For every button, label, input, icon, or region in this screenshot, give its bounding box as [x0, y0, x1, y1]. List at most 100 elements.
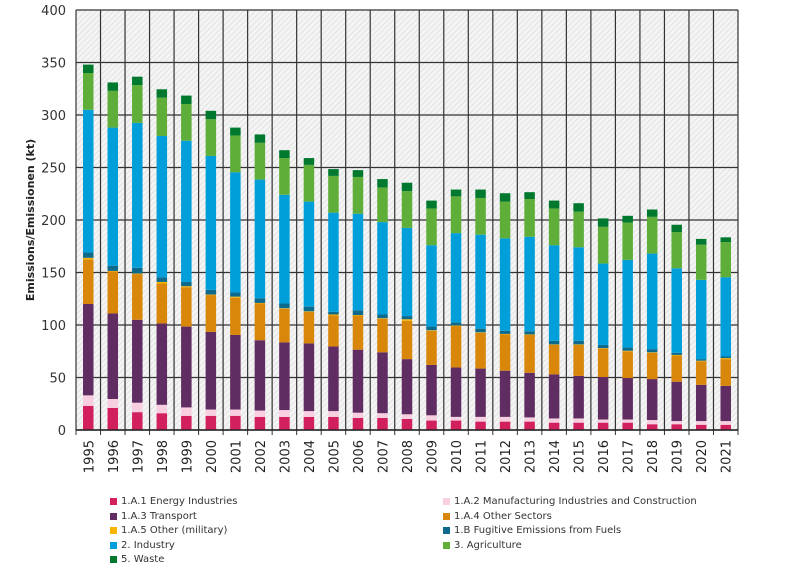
bar-segment-2-industry-1998 — [156, 136, 168, 278]
legend-swatch — [110, 556, 117, 563]
bar-segment-1-a-3-transport-2006 — [352, 349, 364, 413]
bar-segment-1-a-3-transport-2007 — [377, 352, 388, 414]
x-tick-label: 2013 — [524, 440, 539, 473]
bar-segment-2-industry-2013 — [524, 236, 535, 332]
stacked-bar-chart: 0 50 100 150 200 250 300 350 400 1995 1996 1997 1998… — [24, 4, 739, 473]
bar-segment-1-b-fugitive-emissions-from-fuels-2020 — [695, 359, 707, 361]
bar-segment-1-b-fugitive-emissions-from-fuels-2011 — [475, 328, 486, 333]
bar-segment-3-agriculture-2007 — [377, 187, 388, 223]
bar-segment-1-a-3-transport-2001 — [230, 334, 241, 410]
bar-segment-1-a-5-other-military--2015 — [573, 344, 584, 345]
bar-segment-1-a-1-energy-industries-2005 — [328, 416, 339, 430]
bar-segment-3-agriculture-2021 — [720, 242, 731, 278]
bar-segment-2-industry-2005 — [328, 212, 339, 312]
x-tick-label: 2005 — [327, 440, 342, 473]
legend-label: 3. Agriculture — [454, 539, 522, 551]
bar-segment-1-a-2-manufacturing-industries-and-construction-2006 — [352, 412, 364, 418]
legend-label: 5. Waste — [121, 554, 165, 565]
bar-segment-1-a-5-other-military--2009 — [426, 330, 437, 331]
bar-segment-1-a-4-other-sectors-2012 — [499, 334, 511, 371]
bar-segment-1-b-fugitive-emissions-from-fuels-1998 — [156, 277, 168, 282]
bar-segment-5-waste-2003 — [279, 150, 290, 159]
legend-label: 1.A.3 Transport — [121, 510, 197, 522]
bar-segment-5-waste-1997 — [132, 76, 143, 86]
bar-segment-1-a-1-energy-industries-2010 — [450, 420, 462, 430]
x-tick-label: 2000 — [205, 440, 220, 473]
x-tick-label: 2006 — [352, 440, 367, 473]
bar-segment-1-a-5-other-military--2014 — [548, 344, 560, 345]
bar-segment-1-a-2-manufacturing-industries-and-construction-2008 — [401, 414, 413, 419]
bar-segment-3-agriculture-2005 — [328, 175, 339, 213]
bar-segment-5-waste-2002 — [254, 134, 266, 143]
bar-segment-1-a-1-energy-industries-2015 — [573, 422, 584, 430]
x-tick-label: 2002 — [254, 440, 269, 473]
legend-item: 1.A.1 Energy Industries — [110, 496, 237, 507]
bar-segment-1-b-fugitive-emissions-from-fuels-2016 — [597, 344, 609, 349]
bar-segment-1-a-5-other-military--2008 — [401, 319, 413, 321]
bar-segment-1-b-fugitive-emissions-from-fuels-2017 — [622, 347, 633, 351]
bar-segment-1-a-2-manufacturing-industries-and-construction-2003 — [279, 410, 290, 417]
bar-segment-1-a-4-other-sectors-2018 — [646, 352, 658, 380]
bar-segment-2-industry-2021 — [720, 277, 731, 357]
x-tick-label: 2004 — [303, 440, 318, 473]
bar-segment-1-a-5-other-military--2004 — [303, 311, 315, 312]
bar-segment-1-a-2-manufacturing-industries-and-construction-2014 — [548, 418, 560, 423]
bar-segment-1-a-3-transport-2013 — [524, 372, 535, 418]
bar-segment-2-industry-2020 — [695, 279, 707, 360]
x-tick-label: 1995 — [82, 440, 97, 473]
bar-segment-5-waste-1995 — [83, 64, 94, 73]
bar-segment-2-industry-1995 — [83, 109, 94, 253]
bar-segment-2-industry-1997 — [132, 122, 143, 268]
bar-segment-3-agriculture-2015 — [573, 211, 584, 248]
x-tick-label: 2019 — [671, 440, 686, 473]
legend-label: 1.A.5 Other (military) — [121, 525, 228, 536]
bar-segment-2-industry-2004 — [303, 201, 315, 307]
bar-segment-1-a-5-other-military--2007 — [377, 318, 388, 319]
bar-segment-1-b-fugitive-emissions-from-fuels-2014 — [548, 340, 560, 345]
bar-segment-5-waste-2013 — [524, 192, 535, 199]
bar-segment-2-industry-2002 — [254, 179, 266, 299]
legend-item: 1.A.3 Transport — [110, 511, 197, 522]
bar-segment-3-agriculture-2000 — [205, 119, 217, 156]
bar-segment-5-waste-2007 — [377, 179, 388, 188]
legend-item: 3. Agriculture — [443, 540, 522, 551]
bar-segment-1-a-2-manufacturing-industries-and-construction-1997 — [132, 402, 143, 413]
y-tick-label: 50 — [49, 372, 66, 387]
bar-segment-1-a-5-other-military--1995 — [83, 257, 94, 260]
bar-segment-1-a-3-transport-2015 — [573, 375, 584, 419]
bar-segment-1-a-5-other-military--2012 — [499, 333, 511, 335]
bar-segment-3-agriculture-2013 — [524, 199, 535, 237]
bar-segment-1-a-1-energy-industries-2017 — [622, 422, 633, 430]
bar-segment-1-a-2-manufacturing-industries-and-construction-2015 — [573, 418, 584, 423]
bar-segment-1-a-2-manufacturing-industries-and-construction-2001 — [230, 409, 241, 416]
bar-segment-1-a-4-other-sectors-2011 — [475, 332, 486, 369]
bar-segment-1-b-fugitive-emissions-from-fuels-2013 — [524, 331, 535, 335]
legend-label: 1.B Fugitive Emissions from Fuels — [454, 525, 622, 536]
bar-segment-3-agriculture-2017 — [622, 222, 633, 260]
bar-segment-1-a-5-other-military--2000 — [205, 294, 217, 296]
bar-segment-1-a-3-transport-1997 — [132, 319, 143, 403]
bar-segment-3-agriculture-1996 — [107, 90, 119, 128]
bar-segment-1-a-2-manufacturing-industries-and-construction-1995 — [83, 395, 94, 406]
x-tick-label: 2017 — [622, 440, 637, 473]
y-tick-label: 250 — [41, 162, 66, 177]
bar-segment-1-a-5-other-military--2011 — [475, 332, 486, 333]
bar-segment-1-a-2-manufacturing-industries-and-construction-2000 — [205, 409, 217, 416]
x-tick-label: 1996 — [107, 440, 122, 473]
legend-label: 1.A.4 Other Sectors — [454, 510, 552, 522]
bar-segment-1-a-1-energy-industries-1996 — [107, 407, 119, 430]
legend-item: 1.A.2 Manufacturing Industries and Const… — [443, 496, 697, 507]
x-tick-label: 2009 — [426, 440, 441, 473]
bar-segment-1-a-4-other-sectors-2008 — [401, 320, 413, 360]
legend-swatch — [110, 541, 117, 549]
bar-segment-1-a-1-energy-industries-2007 — [377, 417, 388, 430]
bar-segment-5-waste-2016 — [597, 218, 609, 227]
y-tick-label: 400 — [41, 4, 66, 19]
bar-segment-1-a-5-other-military--2017 — [622, 350, 633, 352]
bar-segment-5-waste-2000 — [205, 110, 217, 120]
y-tick-label: 100 — [41, 319, 66, 334]
x-tick-label: 2021 — [720, 440, 735, 473]
bar-segment-1-a-3-transport-2004 — [303, 343, 315, 412]
bar-segment-2-industry-1996 — [107, 127, 119, 266]
bar-segment-1-a-4-other-sectors-2015 — [573, 344, 584, 376]
